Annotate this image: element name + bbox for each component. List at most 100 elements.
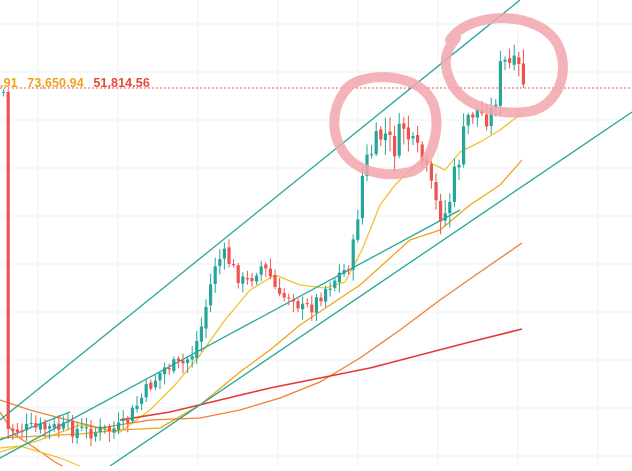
candle-up	[374, 122, 378, 157]
candle-up	[448, 193, 452, 228]
candle-body	[259, 266, 263, 275]
candle-up	[466, 112, 470, 134]
candle-body	[517, 57, 521, 64]
candle-body	[84, 427, 88, 429]
candle-body	[296, 301, 300, 309]
candle-body	[2, 91, 6, 93]
candle-down	[43, 419, 47, 439]
candles[interactable]	[2, 44, 525, 447]
candle-down	[89, 420, 93, 447]
candle-up	[144, 380, 148, 402]
candle-body	[6, 91, 10, 429]
candle-body	[347, 269, 351, 271]
candle-up	[351, 234, 355, 281]
candle-body	[213, 266, 217, 284]
candle-body	[485, 114, 489, 127]
candle-down	[282, 288, 286, 302]
candle-body	[199, 326, 203, 342]
candle-body	[29, 423, 33, 425]
candle-body	[314, 297, 318, 313]
candle-up	[38, 417, 42, 434]
candle-body	[273, 275, 277, 287]
candle-body	[61, 422, 65, 429]
candle-up	[117, 412, 121, 434]
candle-body	[305, 303, 309, 305]
candle-down	[291, 293, 295, 312]
candle-body	[475, 109, 479, 118]
candle-up	[452, 158, 456, 208]
candle-body	[402, 123, 406, 129]
candle-up	[209, 273, 213, 313]
candle-up	[204, 299, 208, 339]
candle-body	[153, 380, 157, 388]
candle-body	[181, 360, 185, 364]
candle-body	[121, 418, 125, 422]
candle-body	[397, 123, 401, 156]
candle-up	[195, 330, 199, 364]
candle-down	[273, 269, 277, 290]
candle-body	[328, 288, 332, 290]
candle-up	[255, 272, 259, 285]
candle-up	[94, 427, 98, 442]
candle-up	[29, 412, 33, 428]
candle-body	[43, 422, 47, 430]
candle-body	[172, 359, 176, 371]
candle-down	[521, 49, 525, 88]
candle-body	[167, 368, 171, 370]
candle-body	[301, 303, 305, 310]
highlight-circle	[329, 72, 442, 180]
candle-body	[57, 423, 61, 430]
candle-down	[296, 298, 300, 313]
candle-up	[80, 418, 84, 432]
candle-up	[84, 417, 88, 439]
candle-body	[241, 276, 245, 284]
candle-body	[462, 126, 466, 165]
candle-body	[310, 304, 314, 313]
highlight-circle	[440, 13, 568, 118]
candle-body	[232, 264, 236, 266]
annotations	[0, 13, 632, 180]
candle-up	[75, 422, 79, 444]
candle-body	[466, 114, 470, 126]
candle-body	[324, 288, 328, 302]
candle-down	[517, 51, 521, 77]
candle-body	[503, 59, 507, 62]
candle-body	[112, 428, 116, 433]
candle-body	[89, 428, 93, 439]
candle-body	[186, 359, 190, 364]
candle-down	[388, 117, 392, 152]
candle-down	[402, 116, 406, 145]
candle-up	[222, 242, 226, 270]
candle-down	[287, 293, 291, 306]
candle-body	[521, 63, 525, 85]
candle-down	[176, 356, 180, 369]
candle-down	[393, 125, 397, 172]
candle-body	[416, 135, 420, 143]
candle-down	[71, 414, 75, 444]
candle-body	[356, 219, 360, 240]
candle-down	[181, 353, 185, 374]
candle-up	[103, 424, 107, 434]
candle-up	[498, 50, 502, 117]
candle-body	[135, 405, 139, 410]
candle-body	[379, 129, 383, 140]
candle-up	[370, 145, 374, 159]
candle-up	[66, 413, 70, 430]
candle-up	[186, 356, 190, 374]
candle-up	[457, 159, 461, 180]
candle-up	[259, 260, 263, 282]
candle-body	[190, 356, 194, 360]
candle-up	[443, 200, 447, 227]
candle-up	[383, 117, 387, 155]
candle-down	[439, 193, 443, 235]
candle-down	[434, 173, 438, 210]
candle-up	[218, 249, 222, 275]
candle-body	[448, 201, 452, 214]
candle-down	[57, 414, 61, 438]
candle-body	[107, 426, 111, 432]
candle-down	[167, 363, 171, 375]
candle-up	[342, 264, 346, 277]
